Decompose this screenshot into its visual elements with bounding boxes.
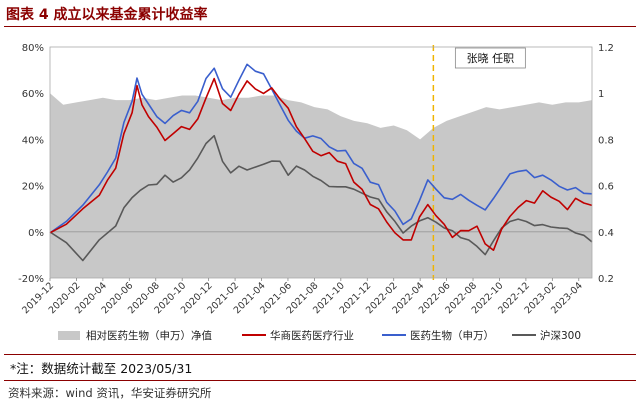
- series-line-fund: [49, 77, 593, 251]
- note-rule: [4, 354, 636, 355]
- right-axis-tick-label: 0.6: [598, 182, 614, 193]
- series-area-relative-nav: [50, 93, 592, 278]
- left-axis-tick-label: 20%: [22, 182, 44, 193]
- left-axis-tick-label: -20%: [18, 274, 44, 285]
- annotation-text: 张晓 任职: [467, 52, 515, 65]
- annotation-box: [454, 47, 526, 69]
- left-axis-tick-label: 40%: [22, 135, 44, 146]
- legend-item-fund-label: 华商医药医疗行业: [270, 329, 354, 342]
- source-note: 资料来源：wind 资讯，华安证券研究所: [8, 386, 212, 400]
- left-axis-tick-label: 0%: [28, 228, 44, 239]
- footnote: *注：数据统计截至 2023/05/31: [10, 361, 193, 376]
- right-axis-tick-label: 0.8: [598, 135, 614, 146]
- right-axis-tick-label: 0.4: [598, 228, 614, 239]
- title-rule: [4, 26, 636, 27]
- left-axis-tick-label: 60%: [22, 89, 44, 100]
- legend-item-relative-nav-label: 相对医药生物（申万）净值: [86, 329, 212, 342]
- series-line-hs300: [49, 134, 593, 262]
- legend-item-relative-nav-swatch: [58, 331, 80, 340]
- right-axis-tick-label: 1: [598, 89, 604, 100]
- series-line-sw-pharma: [49, 63, 593, 234]
- right-axis-tick-label: 0.2: [598, 274, 614, 285]
- figure-title: 图表 4 成立以来基金累计收益率: [6, 7, 208, 23]
- source-rule: [4, 380, 636, 381]
- legend-item-hs300-label: 沪深300: [540, 329, 581, 342]
- legend-item-sw-pharma-label: 医药生物（申万）: [410, 329, 494, 342]
- left-axis-tick-label: 80%: [22, 43, 44, 54]
- cumulative-return-chart: 张晓 任职 80% 60% 40% 20% 0% -20% 1.2 1 0.8 0.6 0.4 0.2…: [18, 43, 614, 342]
- right-axis-tick-label: 1.2: [598, 43, 614, 54]
- plot-frame: [49, 46, 593, 279]
